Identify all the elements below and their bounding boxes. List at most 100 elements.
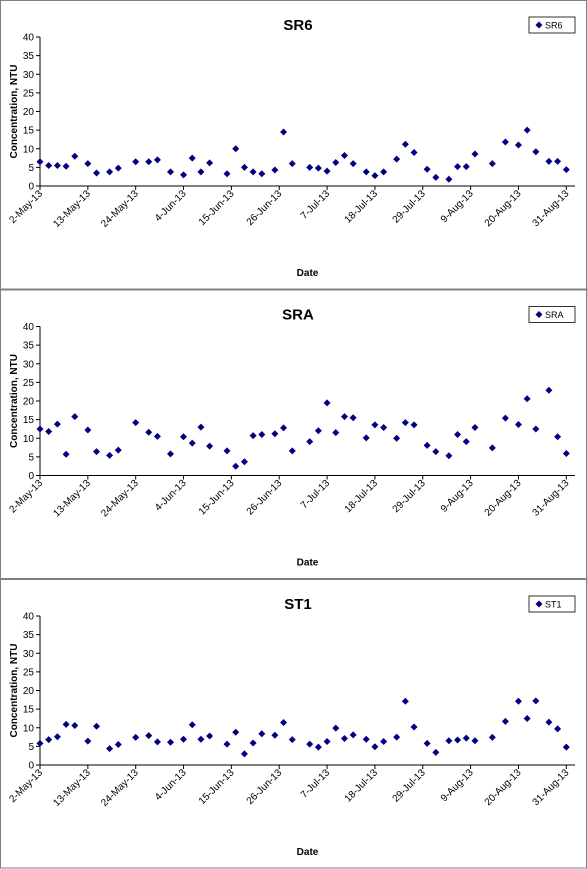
marker [223, 740, 231, 748]
marker [545, 386, 553, 394]
marker [132, 158, 140, 166]
marker [562, 450, 570, 458]
marker [197, 423, 205, 431]
y-axis-title: Concentration, NTU [9, 644, 20, 738]
y-tick-label: 30 [23, 359, 35, 370]
marker [45, 736, 53, 744]
marker [36, 739, 44, 747]
x-axis-title: Date [297, 558, 319, 569]
marker [240, 750, 248, 758]
marker [197, 168, 205, 176]
marker [562, 166, 570, 174]
marker [132, 419, 140, 427]
marker [362, 168, 370, 176]
marker [423, 739, 431, 747]
y-tick-label: 40 [23, 33, 35, 44]
y-tick-label: 40 [23, 322, 35, 333]
marker [532, 148, 540, 156]
marker [545, 718, 553, 726]
marker [232, 462, 240, 470]
legend-box [528, 16, 576, 34]
marker [401, 697, 409, 705]
y-tick-label: 20 [23, 397, 35, 408]
marker [462, 438, 470, 446]
marker [349, 160, 357, 168]
marker [554, 433, 562, 441]
marker [288, 447, 296, 455]
chart-title: SRA [282, 307, 314, 324]
marker [445, 452, 453, 460]
marker [349, 731, 357, 739]
marker [454, 431, 462, 439]
x-axis-title: Date [297, 847, 319, 858]
y-tick-label: 25 [23, 378, 35, 389]
marker [93, 722, 101, 730]
y-tick-label: 30 [23, 70, 35, 81]
marker [93, 448, 101, 456]
marker [36, 425, 44, 433]
chart-title: SR6 [283, 17, 312, 34]
marker [410, 148, 418, 156]
marker [188, 154, 196, 162]
marker [401, 419, 409, 427]
marker [249, 739, 257, 747]
marker [84, 160, 92, 168]
marker [314, 427, 322, 435]
chart-title: ST1 [284, 596, 312, 613]
marker [432, 173, 440, 181]
y-axis-title: Concentration, NTU [9, 354, 20, 448]
y-tick-label: 10 [23, 434, 35, 445]
y-tick-label: 0 [28, 471, 34, 482]
marker [106, 168, 114, 176]
marker [532, 697, 540, 705]
marker [271, 731, 279, 739]
marker [206, 159, 214, 167]
marker [445, 175, 453, 183]
marker [471, 737, 479, 745]
marker [323, 399, 331, 407]
marker [249, 432, 257, 440]
marker [393, 733, 401, 741]
marker [258, 170, 266, 178]
marker [53, 420, 61, 428]
y-tick-label: 0 [28, 182, 34, 193]
marker [380, 423, 388, 431]
marker [232, 728, 240, 736]
marker [45, 162, 53, 170]
marker [84, 426, 92, 434]
marker [410, 421, 418, 429]
marker [332, 159, 340, 167]
marker [166, 738, 174, 746]
marker [523, 714, 531, 722]
legend-label: SRA [545, 310, 564, 320]
marker [423, 441, 431, 449]
marker [188, 439, 196, 447]
marker [288, 736, 296, 744]
marker [271, 430, 279, 438]
marker [132, 733, 140, 741]
marker [232, 145, 240, 153]
marker [145, 158, 153, 166]
marker [349, 414, 357, 422]
marker [62, 162, 70, 170]
marker [362, 735, 370, 743]
marker [240, 163, 248, 171]
x-axis-title: Date [297, 268, 319, 279]
marker [332, 429, 340, 437]
marker [206, 732, 214, 740]
marker [371, 421, 379, 429]
marker [380, 168, 388, 176]
y-tick-label: 20 [23, 686, 35, 697]
marker [432, 748, 440, 756]
marker [462, 163, 470, 171]
marker [106, 745, 114, 753]
panel-border [0, 579, 587, 869]
marker [45, 428, 53, 436]
marker [306, 740, 314, 748]
marker [410, 723, 418, 731]
marker [153, 156, 161, 164]
y-tick-label: 25 [23, 667, 35, 678]
marker [180, 171, 188, 179]
legend-label: ST1 [545, 600, 562, 610]
marker [514, 697, 522, 705]
